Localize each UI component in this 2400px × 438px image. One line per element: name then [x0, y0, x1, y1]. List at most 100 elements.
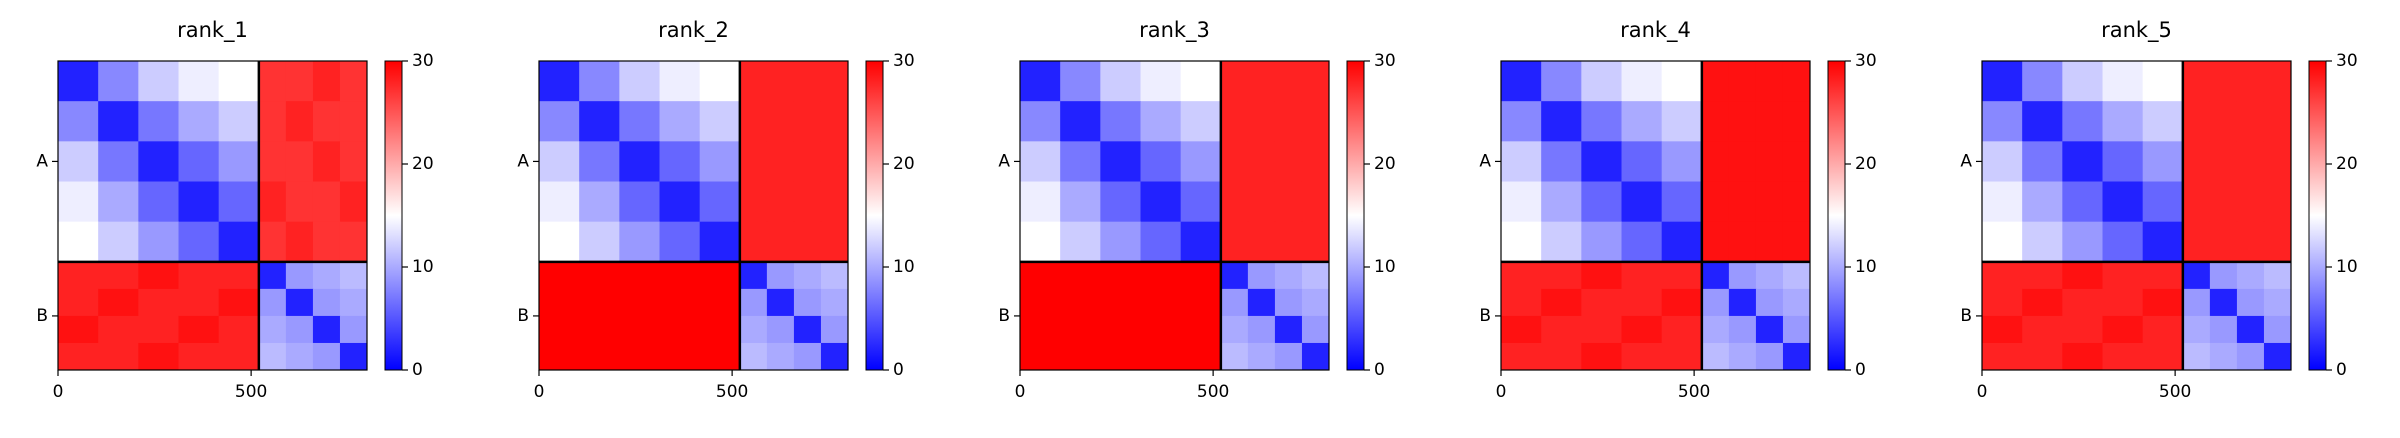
chart-title: rank_2	[658, 18, 729, 43]
heat-cell	[619, 288, 661, 317]
colorbar-tick-label: 10	[2336, 257, 2358, 277]
heat-cell	[285, 315, 314, 344]
heat-cell	[2236, 181, 2265, 223]
heat-cell	[766, 141, 795, 183]
heat-cell	[1060, 315, 1101, 344]
heat-cell	[1501, 141, 1542, 183]
heat-cell	[2182, 141, 2211, 183]
heat-cell	[1755, 288, 1784, 317]
heat-cell	[2142, 61, 2184, 102]
heat-cell	[1728, 141, 1757, 183]
heat-cell	[2209, 315, 2238, 344]
heat-cell	[1220, 261, 1249, 290]
heat-cell	[285, 141, 314, 183]
heat-cell	[1541, 61, 1582, 102]
heat-cell	[1701, 342, 1730, 371]
heat-cell	[699, 315, 741, 344]
heat-cell	[1247, 288, 1276, 317]
x-tick-label: 500	[235, 382, 267, 402]
heat-cell	[766, 261, 795, 290]
heat-cell	[1301, 315, 1330, 344]
heat-cell	[339, 288, 368, 317]
heat-cell	[1728, 261, 1757, 290]
heat-cell	[1755, 141, 1784, 183]
heat-cell	[2209, 61, 2238, 102]
y-tick-label: A	[998, 151, 1010, 171]
heat-cell	[659, 342, 701, 371]
heat-cell	[1541, 101, 1582, 142]
heat-cell	[619, 342, 661, 371]
heat-cell	[312, 181, 341, 223]
heat-cell	[1728, 288, 1757, 317]
heat-cell	[2182, 181, 2211, 223]
heat-cell	[1728, 315, 1757, 344]
heat-cell	[1060, 288, 1101, 317]
heat-cell	[285, 261, 314, 290]
colorbar-tick-label: 10	[1374, 257, 1396, 277]
heat-cell	[1541, 315, 1582, 344]
heat-cell	[2102, 288, 2144, 317]
heat-cell	[1060, 61, 1101, 102]
y-tick-label: B	[998, 306, 1010, 326]
heat-cell	[1621, 141, 1663, 183]
heat-cell	[258, 221, 287, 263]
heat-cell	[1220, 61, 1249, 102]
heat-cell	[579, 181, 620, 223]
heat-cell	[178, 261, 220, 290]
heat-cell	[2263, 261, 2292, 290]
heat-cell	[1220, 101, 1249, 142]
heat-cell	[58, 101, 99, 142]
heat-cell	[1581, 181, 1623, 223]
heat-cell	[2142, 221, 2184, 263]
heat-cell	[1180, 342, 1222, 371]
heat-cell	[2102, 101, 2144, 142]
heat-cell	[258, 61, 287, 102]
heat-cell	[2142, 288, 2184, 317]
heat-cell	[739, 261, 768, 290]
heat-cell	[766, 288, 795, 317]
heat-cell	[1661, 315, 1703, 344]
y-tick-label: B	[1479, 306, 1491, 326]
colorbar-tick-label: 30	[1855, 51, 1877, 71]
heat-cell	[339, 61, 368, 102]
heat-cell	[1247, 261, 1276, 290]
heat-cell	[793, 288, 822, 317]
heat-cell	[1501, 288, 1542, 317]
heat-cell	[1621, 315, 1663, 344]
heat-cell	[2102, 181, 2144, 223]
heat-cell	[1541, 141, 1582, 183]
heat-cell	[178, 221, 220, 263]
heat-cell	[1782, 342, 1811, 371]
plot-frame	[1500, 60, 1811, 371]
heat-cell	[1301, 342, 1330, 371]
heat-cell	[539, 288, 580, 317]
heat-cell	[1180, 288, 1222, 317]
heat-cell	[539, 261, 580, 290]
heat-cell	[2102, 221, 2144, 263]
heat-cell	[1982, 221, 2023, 263]
heat-cell	[1982, 288, 2023, 317]
heat-cell	[1501, 315, 1542, 344]
heat-cell	[2263, 342, 2292, 371]
plot-frame	[1981, 60, 2292, 371]
heat-cell	[1220, 315, 1249, 344]
heat-cell	[1100, 61, 1142, 102]
heat-cell	[699, 342, 741, 371]
heat-cell	[58, 181, 99, 223]
heat-cell	[1180, 61, 1222, 102]
heat-cell	[2022, 261, 2063, 290]
heat-cell	[820, 181, 849, 223]
heat-cell	[2142, 261, 2184, 290]
heat-cell	[312, 141, 341, 183]
heat-cell	[2182, 101, 2211, 142]
heat-cell	[1982, 261, 2023, 290]
heat-cell	[2236, 261, 2265, 290]
heat-cell	[2263, 315, 2292, 344]
heat-cell	[138, 315, 180, 344]
heat-cell	[1180, 141, 1222, 183]
heat-cell	[1220, 141, 1249, 183]
heat-cell	[2209, 141, 2238, 183]
heat-cell	[699, 141, 741, 183]
heat-cell	[1728, 342, 1757, 371]
